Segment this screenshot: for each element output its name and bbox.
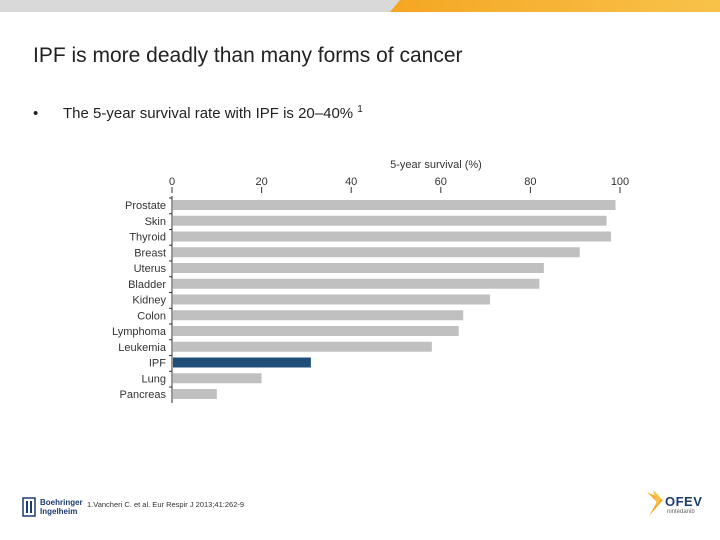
boehringer-logo-icon [22,497,36,517]
bar-thyroid [173,231,612,242]
bar-pancreas [173,389,217,399]
category-label: Lung [142,373,166,385]
category-label: Colon [137,310,166,322]
bar-lymphoma [173,326,459,336]
x-tick-label: 60 [435,176,447,188]
bar-uterus [173,263,544,273]
ofev-logo-subtext: nintedanib [667,509,695,515]
bullet-text: The 5-year survival rate with IPF is 20–… [63,105,354,122]
x-axis-title: 5-year survival (%) [390,159,482,171]
category-label: Prostate [125,200,166,212]
bar-leukemia [173,341,432,352]
ofev-logo: OFEV nintedanib [645,488,707,524]
category-label: Pancreas [120,389,167,401]
bar-colon [173,310,464,321]
bar-prostate [173,200,616,210]
bar-skin [173,215,607,226]
x-tick-label: 0 [169,176,175,188]
bar-breast [173,247,580,258]
ofev-flame-icon [647,490,663,516]
x-tick-label: 20 [255,176,267,188]
top-bar-grey [0,0,400,12]
bar-ipf [173,357,311,368]
bar-bladder [173,278,540,289]
ofev-logo-text: OFEV [665,494,703,509]
category-label: Leukemia [118,342,167,354]
category-label: Thyroid [129,232,166,244]
x-tick-label: 80 [524,176,536,188]
bar-lung [173,373,262,384]
bar-kidney [173,294,491,305]
logo-text-line-2: Ingelheim [40,507,78,516]
logo-text-line-1: Boehringer [40,498,83,507]
category-label: Uterus [134,263,167,275]
survival-bar-chart: 5-year survival (%) 0 20 40 60 80 100 Prostat… [112,159,629,403]
footnote-citation: 1.Vancheri C. et al. Eur Respir J 2013;4… [87,500,245,509]
slide-title: IPF is more deadly than many forms of ca… [33,44,463,67]
category-label: Bladder [128,279,166,291]
bullet-marker: • [33,105,39,122]
bullet-reference: 1 [357,104,363,115]
boehringer-ingelheim-logo: Boehringer Ingelheim [22,497,83,517]
category-label: Lymphoma [112,326,167,338]
category-label: IPF [149,358,166,370]
bullet-point: • The 5-year survival rate with IPF is 20… [33,104,363,122]
category-label: Skin [145,216,166,228]
top-bar-accent [390,0,720,12]
x-tick-label: 40 [345,176,357,188]
category-label: Breast [134,247,166,259]
x-tick-label: 100 [611,176,629,188]
top-decorative-bar [0,0,720,12]
category-label: Kidney [132,295,166,307]
